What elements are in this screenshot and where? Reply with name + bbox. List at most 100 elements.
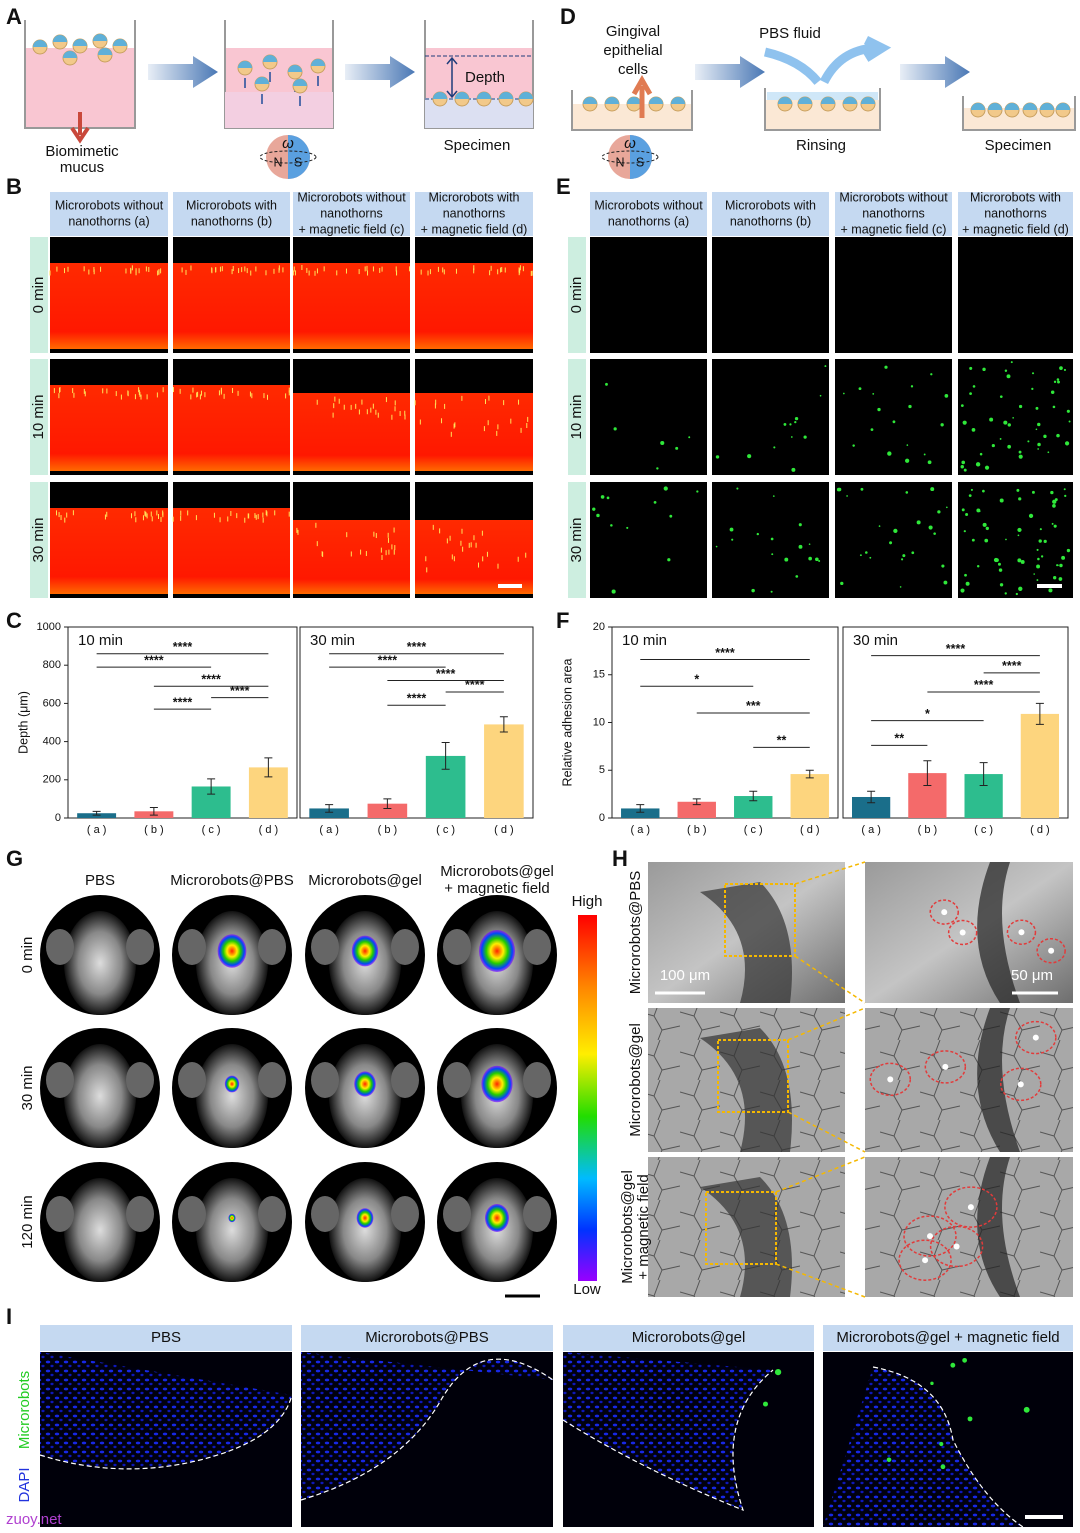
schematic-label: Depth [465,69,505,86]
tissue [40,1352,292,1469]
column-header-text: PBS [151,1329,181,1346]
robot-spot [884,365,888,369]
sem-image [865,862,1073,1003]
bar [484,724,524,818]
mouse-ear [126,929,154,965]
mouse-body [64,1044,136,1148]
error-bar [979,762,988,787]
robot-spot [999,395,1003,399]
significance-label: **** [144,653,164,667]
robot-marker [898,1239,952,1281]
robot-spot [930,487,935,492]
column-header-text: + magnetic field (c) [841,222,947,236]
robot-spot [1058,577,1063,581]
robot-spot [1053,524,1057,528]
zoom-box [705,1191,777,1265]
schematic-label: epithelial [603,42,662,59]
robot-marker [1000,1067,1042,1102]
error-bar [636,804,645,813]
stain-label: DAPI [16,1467,33,1502]
stain-label: Microrobots [16,1371,33,1449]
robot-spot [1057,564,1059,567]
tissue-boundary [872,1366,1024,1528]
magnet-label: N [273,155,282,169]
robot-spot [798,544,803,549]
robot-spot [747,454,752,459]
robot-spot [1050,390,1055,395]
mucus-lower [225,92,333,128]
y-tick-label: 400 [43,736,61,748]
robot-spot [1056,378,1060,381]
column-header [958,192,1073,236]
robot-spot [756,532,759,536]
robot-spot [808,556,812,561]
significance-label: *** [746,699,761,713]
robot-spot [1007,423,1011,427]
robot-cap [53,35,67,42]
process-arrow [148,56,218,88]
robot-spot [1037,422,1041,427]
robot-spot [1004,592,1007,595]
robot-spot [1031,372,1035,375]
robot-spot [964,573,967,577]
robot-spot [982,489,985,493]
robot-spot [613,427,617,431]
robot [967,1204,974,1211]
robot-spot [1064,441,1070,446]
robot-cap [671,97,685,104]
robot-cap [455,92,469,99]
robot-spot [1036,564,1041,569]
column-header [173,192,290,236]
sem-fold [700,1028,792,1152]
row-header-text: Microrobots@PBS [627,871,644,995]
robot-spot [1018,404,1023,409]
robot-spot [762,1401,768,1407]
robot-spot [960,588,965,593]
row-header-text: 30 min [30,517,47,562]
depth-arrow [446,56,458,99]
column-header-text: Microrobots without [839,190,948,204]
robot-spot [967,1416,973,1422]
column-header-text: nanothorns [862,206,925,220]
robot-marker [1036,937,1066,964]
beaker [962,96,1076,131]
robot-spot [1064,494,1067,497]
robot-spot [667,558,671,562]
robot [942,1063,949,1070]
column-header-text: Microrobots@gel [440,863,554,880]
column-header [563,1325,814,1351]
robot-spot [675,446,679,450]
robot-spot [795,575,799,578]
robot-spot [771,553,774,556]
x-tick-label: ( d ) [494,824,514,836]
robot-spot [962,1357,967,1363]
robot-spot [596,513,600,518]
panel-label: H [612,846,628,871]
column-header [590,192,707,236]
tissue [823,1352,1023,1527]
robot-cap [627,97,641,104]
y-axis-label: Depth (μm) [16,691,30,754]
x-tick-label: ( d ) [259,824,279,836]
schematic-label: Specimen [985,137,1052,154]
schematic-label: PBS fluid [759,25,821,42]
column-header-text: nanothorns (a) [68,214,149,228]
robot-spot [1006,374,1011,379]
robot-spot [962,420,967,425]
x-tick-label: ( b ) [687,824,707,836]
robot-spot [1048,588,1053,593]
robot-spot [972,385,976,388]
column-header-text: Microrobots with [970,190,1061,204]
bar [309,808,349,818]
robot-spot [840,581,844,586]
row-header-text: 0 min [30,277,47,314]
robot-spot [939,1441,944,1447]
robot-spot [1051,522,1054,525]
signal [224,1075,240,1093]
process-arrow [900,56,970,88]
robot-spot [1004,369,1008,372]
bar [677,801,716,818]
robot-spot [798,523,802,527]
rotation [601,150,659,164]
robot-spot [843,392,845,395]
